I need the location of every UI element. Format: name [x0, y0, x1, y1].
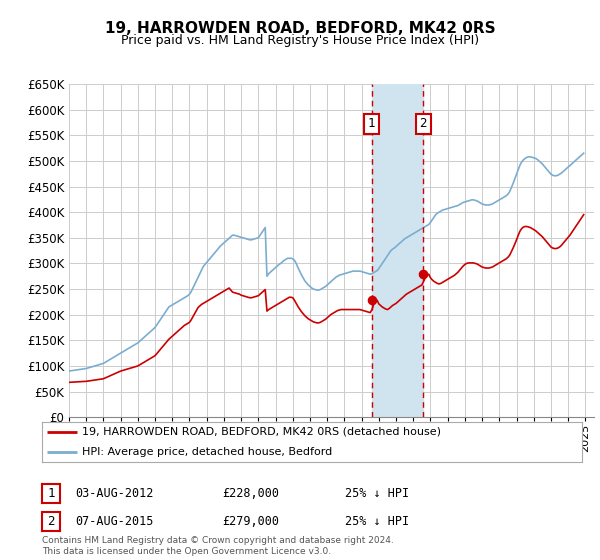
Text: 19, HARROWDEN ROAD, BEDFORD, MK42 0RS (detached house): 19, HARROWDEN ROAD, BEDFORD, MK42 0RS (d… [83, 427, 442, 437]
Text: 25% ↓ HPI: 25% ↓ HPI [345, 515, 409, 529]
Text: 2: 2 [47, 515, 55, 529]
Point [418, 270, 428, 279]
Text: 19, HARROWDEN ROAD, BEDFORD, MK42 0RS: 19, HARROWDEN ROAD, BEDFORD, MK42 0RS [104, 21, 496, 36]
Text: 07-AUG-2015: 07-AUG-2015 [75, 515, 154, 529]
Text: 03-AUG-2012: 03-AUG-2012 [75, 487, 154, 501]
Point [367, 296, 376, 305]
Text: £228,000: £228,000 [222, 487, 279, 501]
Text: 2: 2 [419, 118, 427, 130]
Text: 1: 1 [47, 487, 55, 501]
Text: HPI: Average price, detached house, Bedford: HPI: Average price, detached house, Bedf… [83, 447, 333, 457]
Text: 1: 1 [368, 118, 376, 130]
Text: £279,000: £279,000 [222, 515, 279, 529]
Bar [371, 84, 423, 417]
Text: Price paid vs. HM Land Registry's House Price Index (HPI): Price paid vs. HM Land Registry's House … [121, 34, 479, 46]
Text: Contains HM Land Registry data © Crown copyright and database right 2024.
This d: Contains HM Land Registry data © Crown c… [42, 536, 394, 556]
Text: 25% ↓ HPI: 25% ↓ HPI [345, 487, 409, 501]
